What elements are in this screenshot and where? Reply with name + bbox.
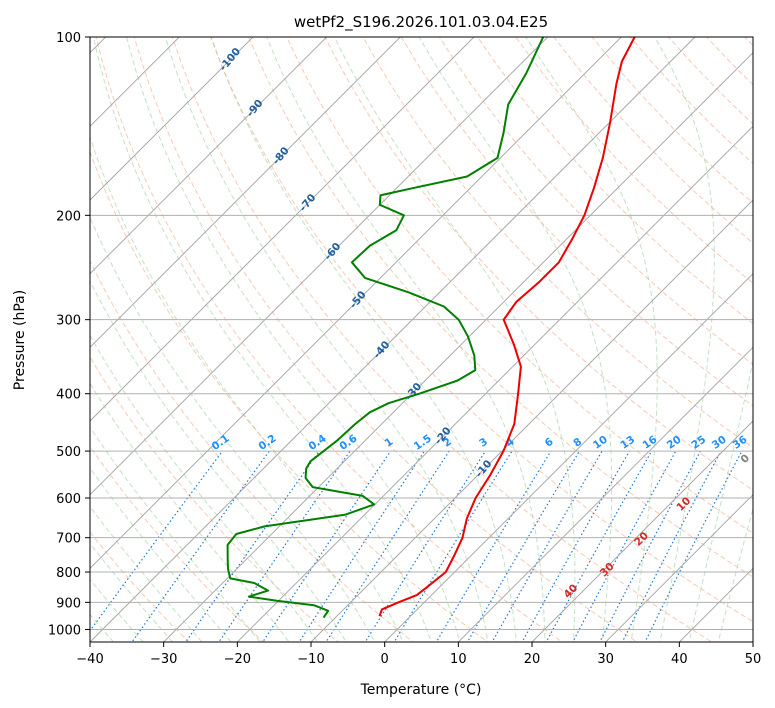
- isotherm-line: [310, 199, 753, 642]
- dry-adiabat-line: [90, 531, 190, 642]
- moist-adiabat-line: [90, 542, 174, 642]
- y-tick-label: 300: [56, 314, 81, 329]
- x-tick-label: 10: [450, 652, 467, 667]
- moist-adiabat-line: [126, 37, 461, 642]
- moist-adiabat-line: [90, 505, 203, 642]
- y-tick-label: 400: [56, 388, 81, 403]
- isotherm-line: [90, 37, 549, 496]
- dry-adiabat-line: [90, 259, 414, 642]
- x-tick-label: −30: [150, 652, 177, 667]
- x-tick-label: −10: [297, 652, 324, 667]
- skewed-isotherms: [90, 37, 753, 642]
- x-tick-label: 50: [745, 652, 762, 667]
- dry-adiabat-line: [362, 37, 753, 449]
- isotherm-line: [90, 37, 475, 422]
- plot-frame: [89, 36, 754, 643]
- moist-adiabat-line: [334, 37, 576, 642]
- x-axis-label: Temperature (°C): [360, 682, 482, 698]
- moist-adiabat-line: [164, 37, 489, 642]
- x-tick-label: −40: [76, 652, 103, 667]
- moist-adiabat-line: [92, 37, 432, 642]
- dry-adiabat-line: [95, 37, 564, 642]
- moist-adiabat-line: [90, 578, 144, 642]
- x-axis-ticks: −40 −30 −20 −10 0 10 20 30 40 50: [76, 642, 761, 667]
- y-tick-label: 700: [56, 532, 81, 547]
- y-tick-label: 100: [56, 31, 81, 46]
- isotherm-line: [383, 272, 753, 642]
- moist-adiabat-line: [688, 358, 753, 642]
- moist-adiabats: [90, 37, 753, 642]
- dry-adiabat-line: [90, 445, 265, 642]
- y-tick-label: 800: [56, 566, 81, 581]
- dry-adiabat-line: [400, 37, 753, 407]
- moist-adiabat-line: [90, 382, 290, 642]
- moist-adiabat-line: [418, 37, 613, 642]
- x-tick-label: 30: [597, 652, 614, 667]
- dry-adiabat-line: [515, 37, 753, 284]
- sounding-traces: [226, 37, 636, 619]
- dewpoint-trace: [226, 37, 545, 619]
- x-tick-label: 20: [524, 652, 541, 667]
- dry-adiabat-line: [477, 37, 753, 325]
- isotherm-line: [531, 420, 753, 642]
- isotherm-line: [90, 37, 696, 642]
- y-axis-label: Pressure (hPa): [12, 290, 28, 390]
- temperature-trace: [378, 37, 636, 617]
- y-tick-label: 200: [56, 209, 81, 224]
- y-tick-label: 1000: [48, 623, 81, 638]
- isotherm-line: [236, 125, 753, 642]
- x-tick-label: 40: [671, 652, 688, 667]
- isotherm-line: [604, 493, 753, 642]
- isotherm-line: [90, 37, 402, 349]
- chart-title: wetPf2_S196.2026.101.03.04.E25: [294, 13, 548, 32]
- y-tick-label: 500: [56, 445, 81, 460]
- x-tick-label: 0: [381, 652, 389, 667]
- plot-area: 0.1 0.2 0.4 0.6 1 1.5 2 3 4 6 8 10 13 16 20 25 30 36-100-…: [90, 37, 753, 642]
- y-axis-ticks: 100 200 300 400 500 600 700 800 900 1000: [48, 31, 90, 638]
- dry-adiabat-line: [171, 37, 713, 642]
- moist-adiabat-line: [717, 506, 753, 642]
- isotherm-line: [90, 37, 623, 570]
- x-tick-label: −20: [224, 652, 251, 667]
- moist-adiabat-line: [90, 215, 376, 642]
- moist-adiabat-line: [525, 37, 658, 642]
- isotherm-line: [457, 346, 753, 642]
- moist-adiabat-line: [266, 37, 546, 642]
- y-tick-label: 900: [56, 596, 81, 611]
- isotherm-line: [90, 37, 254, 201]
- dry-adiabat-line: [209, 37, 753, 623]
- isotherm-line: [90, 37, 328, 275]
- dry-adiabat-line: [133, 37, 638, 642]
- y-tick-label: 600: [56, 492, 81, 507]
- moist-adiabat-line: [654, 37, 715, 642]
- isotherm-line: [90, 37, 181, 128]
- moist-adiabat-line: [90, 467, 232, 642]
- moist-adiabat-line: [90, 334, 319, 642]
- dry-adiabat-line: [248, 37, 753, 578]
- isotherm-line: [162, 51, 753, 642]
